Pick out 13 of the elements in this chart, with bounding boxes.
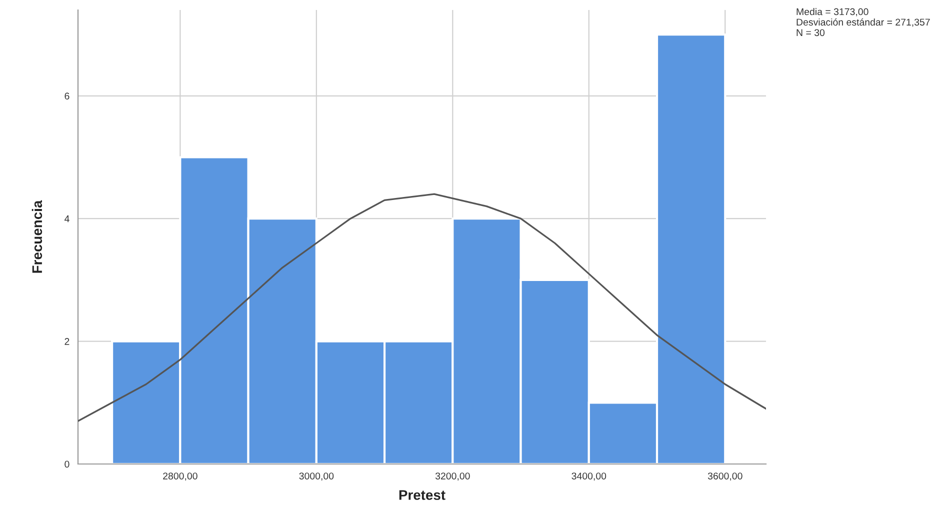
line-series [78, 193, 766, 422]
text: Media = 3173,00 Desviación estándar = 271,357 N = 30 [796, 8, 930, 36]
y-tick-label: 6 [64, 92, 70, 100]
y-tick-label: 0 [64, 460, 70, 468]
x-tick-label: 3400,00 [572, 472, 606, 481]
x-tick-label: 3600,00 [708, 472, 742, 481]
y-axis-title: Frecuencia [32, 200, 42, 273]
x-tick-label: 2800,00 [163, 472, 198, 481]
y-tick-label: 4 [64, 215, 70, 222]
x-tick-label: 3000,00 [299, 472, 334, 481]
x-axis-title: Pretest [399, 490, 446, 500]
x-tick-label: 3200,00 [435, 472, 470, 481]
y-tick-label: 2 [64, 338, 70, 345]
